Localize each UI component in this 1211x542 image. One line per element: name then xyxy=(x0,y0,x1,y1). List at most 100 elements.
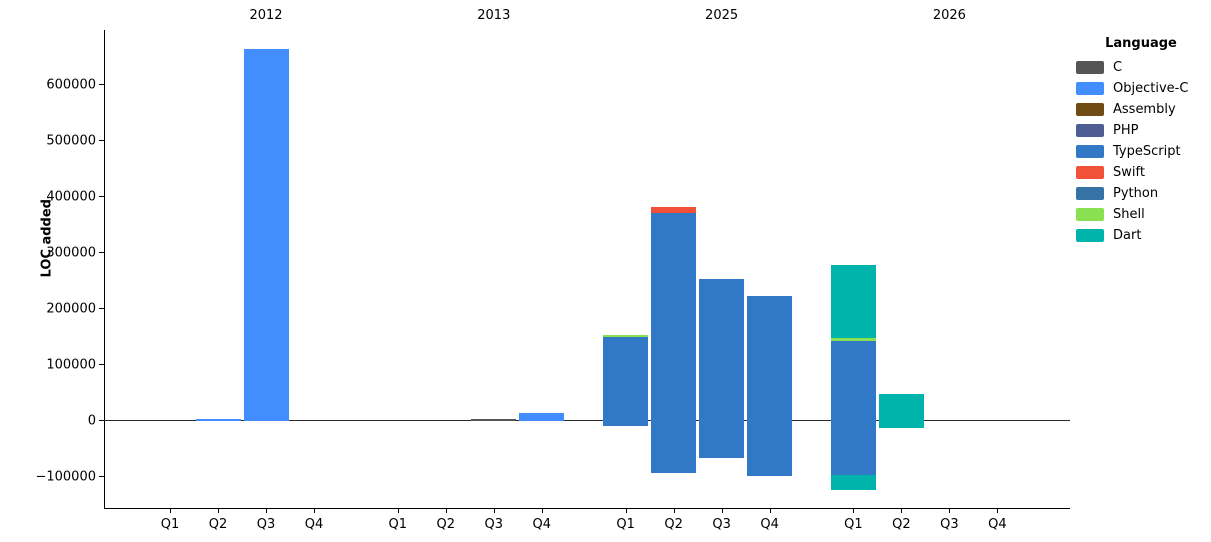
legend-swatch-objective-c-icon xyxy=(1076,82,1104,95)
bar-segment-2026-Q1-dart xyxy=(830,474,876,490)
x-axis-spine xyxy=(104,508,1070,509)
x-tick-mark xyxy=(625,509,627,513)
legend-item-dart: Dart xyxy=(1076,225,1206,246)
bar-segment-2026-Q1-shell xyxy=(830,338,876,341)
legend-item-c: C xyxy=(1076,57,1206,78)
legend-item-typescript: TypeScript xyxy=(1076,141,1206,162)
legend-swatch-python-icon xyxy=(1076,187,1104,200)
legend-swatch-swift-icon xyxy=(1076,166,1104,179)
y-tick-mark xyxy=(99,476,104,478)
legend-label: C xyxy=(1113,60,1123,75)
y-tick-label: 600000 xyxy=(46,77,96,93)
legend-swatch-php-icon xyxy=(1076,124,1104,137)
legend-item-shell: Shell xyxy=(1076,204,1206,225)
bar-segment-2026-Q2-dart xyxy=(878,420,924,428)
bar-segment-2026-Q1-typescript xyxy=(830,420,876,475)
y-tick-mark xyxy=(99,140,104,142)
y-axis-label: LOC added xyxy=(39,199,55,278)
y-tick-label: 300000 xyxy=(46,245,96,261)
legend-title: Language xyxy=(1105,36,1177,51)
legend-label: TypeScript xyxy=(1113,144,1181,159)
x-tick-label-2013-Q1: Q1 xyxy=(388,517,408,532)
legend-item-assembly: Assembly xyxy=(1076,99,1206,120)
x-tick-mark xyxy=(397,509,399,513)
x-tick-label-2025-Q1: Q1 xyxy=(616,517,635,532)
legend-swatch-c-icon xyxy=(1076,61,1104,74)
legend-label: PHP xyxy=(1113,123,1139,138)
x-tick-mark xyxy=(445,509,447,513)
bar-segment-2025-Q3-typescript xyxy=(699,420,745,458)
facet-title-2025: 2025 xyxy=(705,8,739,23)
legend-swatch-assembly-icon xyxy=(1076,103,1104,116)
x-tick-label-2026-Q4: Q4 xyxy=(988,517,1007,532)
x-tick-label-2012-Q3: Q3 xyxy=(256,517,276,532)
y-tick-mark xyxy=(99,364,104,366)
x-tick-label-2025-Q2: Q2 xyxy=(664,517,683,532)
x-tick-label-2026-Q1: Q1 xyxy=(844,517,863,532)
y-axis-spine xyxy=(104,30,105,508)
bar-segment-2025-Q4-typescript xyxy=(747,420,793,477)
x-tick-mark xyxy=(493,509,495,513)
legend-item-php: PHP xyxy=(1076,120,1206,141)
bar-segment-2026-Q1-dart xyxy=(830,265,876,339)
y-tick-label: 500000 xyxy=(46,133,96,149)
x-tick-label-2012-Q4: Q4 xyxy=(304,517,324,532)
bar-segment-2025-Q4-typescript xyxy=(747,295,793,421)
x-tick-mark xyxy=(266,509,267,513)
legend-label: Shell xyxy=(1113,207,1145,222)
x-tick-mark xyxy=(673,509,675,513)
x-tick-mark xyxy=(721,509,723,513)
y-tick-label: 400000 xyxy=(46,189,96,205)
y-tick-mark xyxy=(99,420,104,422)
y-tick-label: 100000 xyxy=(46,357,96,373)
bar-segment-2025-Q2-typescript xyxy=(651,213,697,421)
x-tick-label-2025-Q3: Q3 xyxy=(712,517,731,532)
y-tick-mark xyxy=(99,308,104,310)
legend-swatch-dart-icon xyxy=(1076,229,1104,242)
bar-segment-2025-Q1-typescript xyxy=(603,420,649,427)
x-tick-label-2026-Q3: Q3 xyxy=(940,517,959,532)
facet-title-2026: 2026 xyxy=(932,8,966,23)
y-tick-mark xyxy=(99,196,104,198)
x-tick-label-2013-Q4: Q4 xyxy=(532,517,552,532)
legend-rows: C Objective-C Assembly PHP TypeScript Swift Py… xyxy=(1076,57,1206,246)
bar-segment-2026-Q1-typescript xyxy=(830,340,876,421)
x-tick-mark xyxy=(997,509,999,513)
bar-segment-2025-Q1-shell xyxy=(603,335,649,338)
y-tick-label: 200000 xyxy=(46,301,96,317)
y-tick-label: 0 xyxy=(87,413,96,429)
legend-label: Dart xyxy=(1113,228,1142,243)
bar-segment-2013-Q3-c xyxy=(471,418,517,421)
legend-item-python: Python xyxy=(1076,183,1206,204)
y-tick-mark xyxy=(99,252,104,254)
x-tick-mark xyxy=(170,509,171,513)
legend-label: Python xyxy=(1113,186,1159,201)
bar-segment-2012-Q2-objective-c xyxy=(195,418,241,421)
bar-segment-2025-Q2-swift xyxy=(651,206,697,214)
y-tick-label: −100000 xyxy=(35,469,96,485)
legend-swatch-shell-icon xyxy=(1076,208,1104,221)
legend-label: Swift xyxy=(1113,165,1145,180)
x-tick-mark xyxy=(218,509,219,513)
legend-label: Assembly xyxy=(1113,102,1176,117)
y-tick-mark xyxy=(99,84,104,86)
x-tick-label-2026-Q2: Q2 xyxy=(892,517,911,532)
legend-label: Objective-C xyxy=(1113,81,1189,96)
x-tick-label-2012-Q1: Q1 xyxy=(160,517,180,532)
legend-swatch-typescript-icon xyxy=(1076,145,1104,158)
bar-segment-2012-Q3-objective-c xyxy=(243,48,289,421)
facet-title-2013: 2013 xyxy=(477,8,511,23)
x-tick-mark xyxy=(314,509,315,513)
x-tick-label-2013-Q3: Q3 xyxy=(484,517,504,532)
legend: Language C Objective-C Assembly PHP TypeScri… xyxy=(1076,36,1206,246)
x-tick-mark xyxy=(541,509,543,513)
x-tick-mark xyxy=(901,509,903,513)
bar-segment-2025-Q3-typescript xyxy=(699,279,745,421)
bar-segment-2026-Q2-dart xyxy=(878,394,924,421)
x-tick-mark xyxy=(769,509,771,513)
x-tick-mark xyxy=(853,509,855,513)
bar-segment-2025-Q1-typescript xyxy=(603,337,649,421)
legend-item-swift: Swift xyxy=(1076,162,1206,183)
facet-title-2012: 2012 xyxy=(249,8,283,23)
